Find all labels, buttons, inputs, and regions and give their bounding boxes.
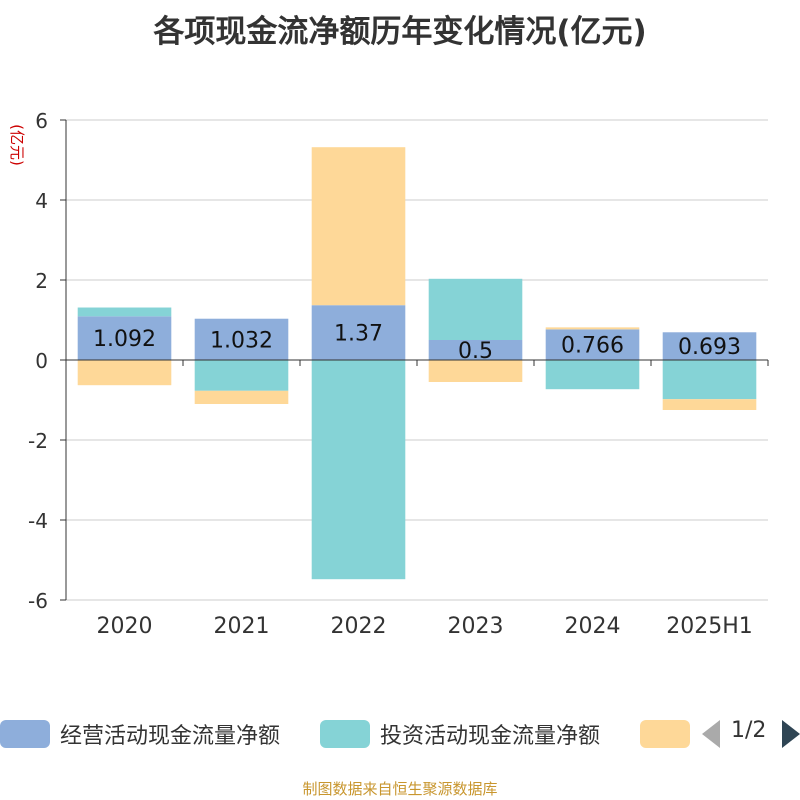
source-note: 制图数据来自恒生聚源数据库	[302, 780, 498, 798]
bars	[77, 147, 757, 580]
bar-series1-2023	[428, 278, 523, 340]
bar-series1-2020	[77, 307, 172, 317]
bar-series0-2022	[311, 305, 406, 360]
legend: 经营活动现金流量净额 投资活动现金流量净额	[0, 716, 800, 752]
legend-page-indicator: 1/2	[731, 718, 767, 743]
legend-item-operating[interactable]: 经营活动现金流量净额	[0, 716, 280, 752]
bar-series0-2025H1	[662, 332, 757, 360]
bar-series2-2023	[428, 360, 523, 382]
bar-series1-2021	[194, 360, 289, 391]
bar-series0-2021	[194, 318, 289, 360]
bar-series0-2020	[77, 316, 172, 360]
legend-swatch-operating	[0, 720, 50, 748]
bar-series2-2021	[194, 390, 289, 404]
legend-swatch-investing	[320, 720, 370, 748]
data-labels: 1.092 1.032 1.37 0.5 0.766 0.693	[93, 322, 741, 364]
axes: 6 4 2 0 -2 -4 -6 2020 2021 2022 2023 2024 2025H1	[28, 109, 769, 639]
y-axis-label: (亿元)	[8, 124, 26, 166]
data-label: 0.693	[678, 335, 741, 360]
chart-title: 各项现金流净额历年变化情况(亿元)	[153, 14, 647, 50]
y-tick-label: 4	[35, 189, 48, 213]
data-label: 0.5	[458, 339, 493, 364]
legend-item-investing[interactable]: 投资活动现金流量净额	[320, 716, 600, 752]
x-tick-label: 2020	[97, 614, 153, 639]
bar-series1-2022	[311, 360, 406, 580]
data-label: 1.032	[210, 328, 273, 353]
data-label: 0.766	[561, 334, 624, 359]
y-tick-label: -2	[28, 429, 48, 453]
data-label: 1.37	[334, 322, 383, 347]
legend-label-investing: 投资活动现金流量净额	[380, 724, 601, 749]
bar-series0-2023	[428, 340, 523, 360]
legend-next-page-icon[interactable]	[782, 720, 800, 748]
legend-item-financing[interactable]	[640, 716, 700, 752]
y-tick-label: -4	[28, 509, 48, 533]
x-tick-label: 2025H1	[666, 614, 753, 639]
x-tick-label: 2023	[448, 614, 504, 639]
y-tick-label: -6	[28, 589, 48, 613]
y-tick-label: 0	[35, 349, 48, 373]
bar-series1-2025H1	[662, 360, 757, 400]
bar-series2-2020	[77, 360, 172, 386]
y-tick-label: 6	[35, 109, 48, 133]
bar-series1-2024	[545, 360, 640, 390]
legend-prev-page-icon[interactable]	[702, 720, 720, 748]
bar-series2-2022	[311, 147, 406, 306]
bar-series2-2024	[545, 327, 640, 330]
x-tick-label: 2024	[565, 614, 621, 639]
bar-series0-2024	[545, 329, 640, 360]
legend-swatch-financing	[640, 720, 690, 748]
y-tick-label: 2	[35, 269, 48, 293]
data-label: 1.092	[93, 327, 156, 352]
bar-series2-2025H1	[662, 399, 757, 410]
x-tick-label: 2021	[214, 614, 270, 639]
chart-plot: 6 4 2 0 -2 -4 -6 2020 2021 2022 2023 2024 2025H1 1.0…	[8, 109, 769, 639]
legend-label-operating: 经营活动现金流量净额	[60, 724, 281, 749]
x-tick-label: 2022	[331, 614, 387, 639]
